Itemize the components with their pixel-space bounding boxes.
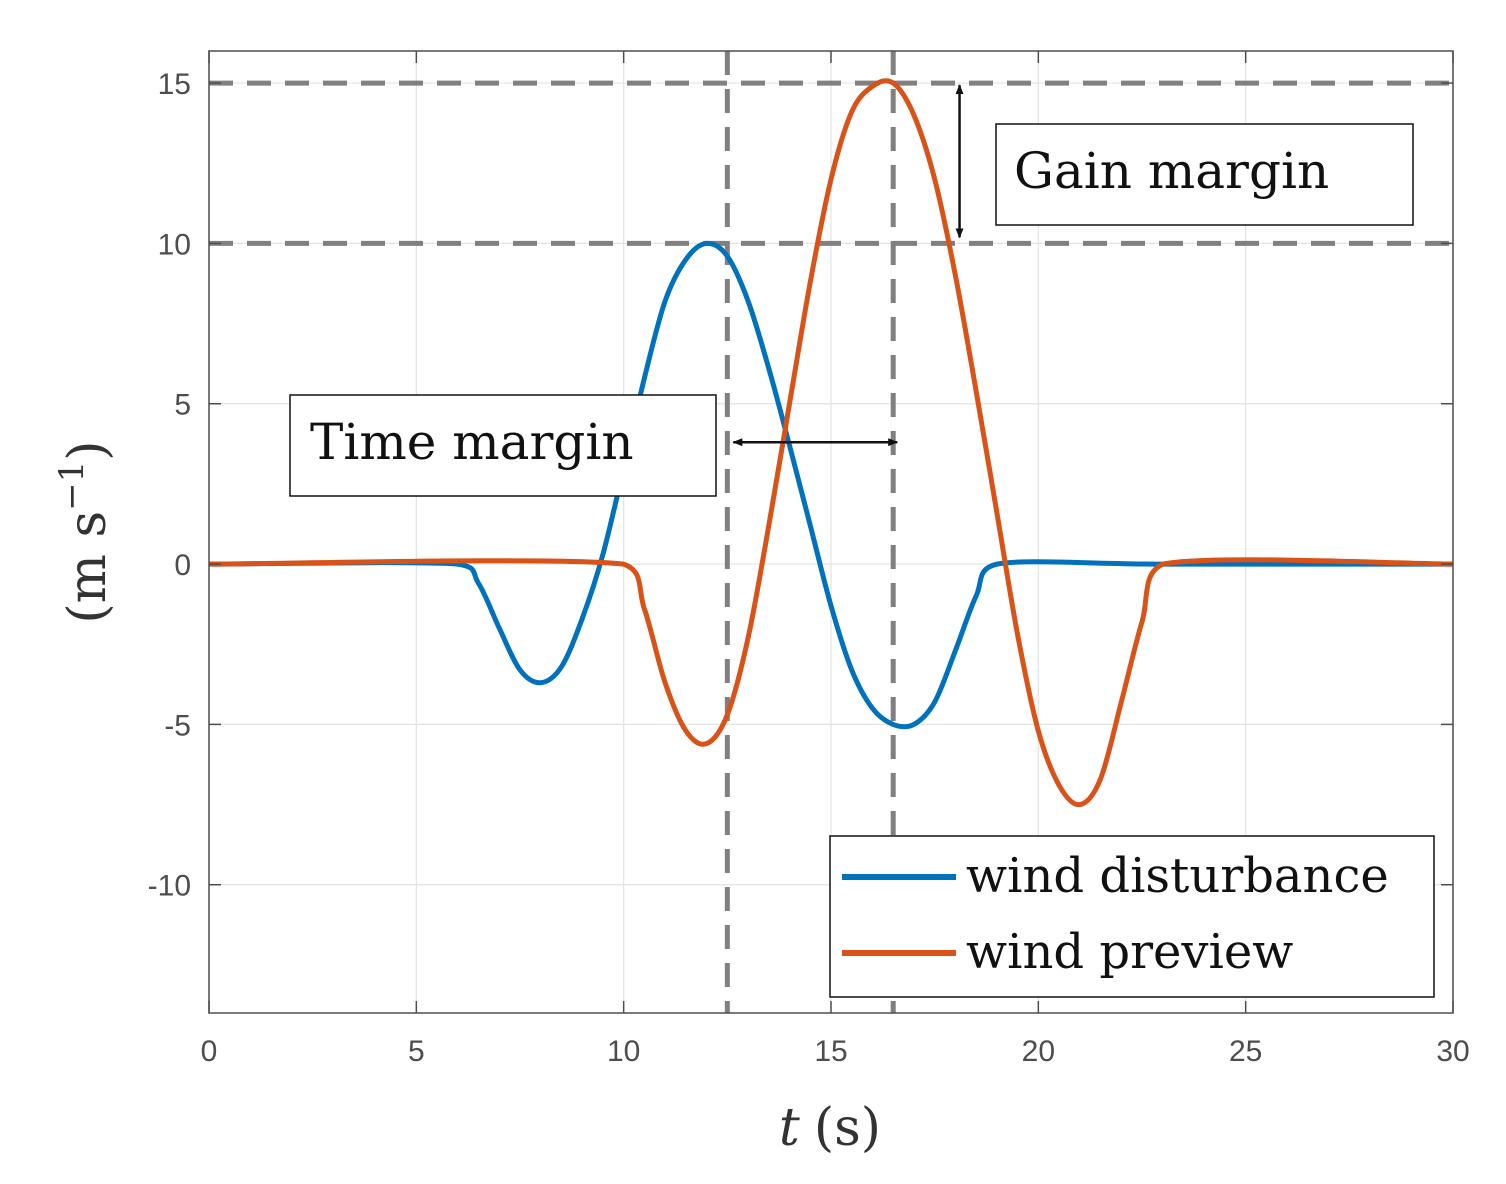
x-axis-title: t (s)	[779, 1098, 881, 1158]
y-axis-title: (m s−1)	[52, 440, 118, 623]
y-tick-label: 10	[158, 228, 191, 261]
y-tick-label: 15	[158, 68, 191, 101]
gain-margin-label: Gain margin	[1014, 142, 1329, 200]
x-tick-label: 10	[607, 1035, 640, 1068]
time-margin-label: Time margin	[310, 413, 634, 471]
x-tick-label: 15	[814, 1035, 847, 1068]
x-tick-label: 20	[1022, 1035, 1055, 1068]
legend-label-wind-disturbance: wind disturbance	[966, 848, 1389, 904]
x-tick-label: 0	[201, 1035, 218, 1068]
y-axis-title-close: )	[58, 440, 118, 460]
legend-box	[829, 835, 1435, 998]
axis-ticks: 0 5 10 15 20 25 30 -10 -5 0 5 10 15	[148, 51, 1470, 1068]
y-tick-label: 5	[174, 389, 191, 422]
y-axis-title-open: (m s	[58, 511, 118, 624]
series-line-wind-preview	[209, 78, 1453, 808]
y-tick-label: 0	[174, 549, 191, 582]
series-layer	[209, 78, 1453, 808]
x-tick-label: 25	[1229, 1035, 1262, 1068]
gain-margin-box	[995, 123, 1414, 226]
time-margin-box	[289, 394, 717, 497]
x-tick-label: 5	[408, 1035, 425, 1068]
x-axis-title-unit: (s)	[814, 1098, 881, 1158]
x-axis-title-var: t	[779, 1098, 800, 1158]
series-line-wind-disturbance	[209, 240, 1453, 730]
y-axis-title-exp: −1	[52, 461, 92, 511]
y-tick-label: -5	[164, 709, 191, 742]
legend: wind disturbance wind preview	[829, 835, 1435, 998]
legend-label-wind-preview: wind preview	[966, 924, 1293, 980]
x-tick-label: 30	[1436, 1035, 1469, 1068]
y-tick-label: -10	[148, 870, 191, 903]
